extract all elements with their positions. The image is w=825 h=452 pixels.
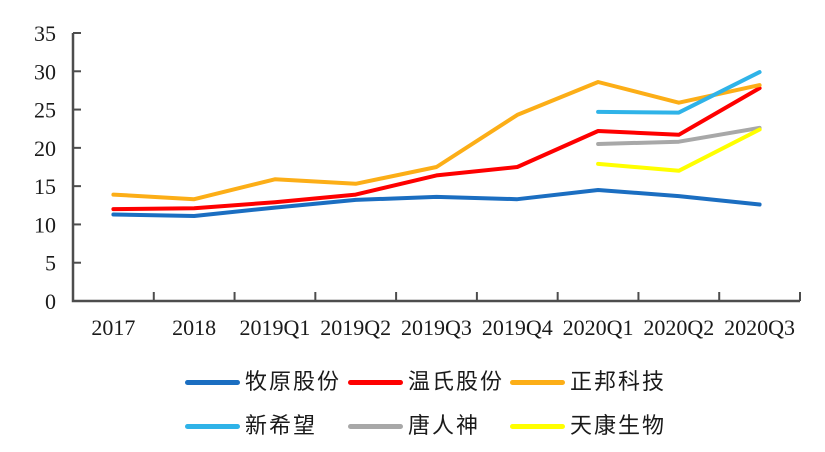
legend-item: 牧原股份: [185, 366, 341, 398]
legend-item: 天康生物: [510, 410, 666, 442]
x-tick-label: 2019Q2: [320, 315, 391, 340]
legend-row-1: 牧原股份 温氏股份 正邦科技: [185, 366, 805, 398]
legend-label: 天康生物: [570, 413, 667, 438]
x-tick-label: 2019Q4: [482, 315, 553, 340]
y-tick-label: 15: [34, 174, 56, 199]
legend-swatch-line: [185, 423, 240, 429]
series-line-3: [596, 70, 762, 115]
y-tick-label: 5: [45, 251, 56, 276]
y-tick-label: 25: [34, 98, 56, 123]
legend-swatch-line: [348, 423, 403, 429]
series-line-5: [596, 127, 762, 173]
series-line-4: [596, 125, 762, 146]
y-tick-label: 35: [34, 21, 56, 46]
series-line-1: [111, 86, 762, 212]
legend-item: 正邦科技: [510, 366, 666, 398]
y-tick-label: 10: [34, 212, 56, 237]
x-tick-label: 2020Q2: [643, 315, 714, 340]
plot-area: 0 5 10 15 20 25 30 35 2017 2018 2019Q1 2019Q2 2019Q3…: [34, 21, 801, 340]
legend-swatch-line: [185, 379, 240, 385]
legend-swatch-line: [510, 379, 565, 385]
y-tick-label: 0: [45, 289, 56, 314]
legend-item: 新希望: [185, 410, 317, 442]
legend-label: 新希望: [245, 413, 318, 438]
x-tick-label: 2020Q3: [724, 315, 795, 340]
x-tick-label: 2019Q3: [401, 315, 472, 340]
series-line-2: [111, 80, 762, 202]
x-tick-label: 2020Q1: [563, 315, 634, 340]
x-tick-label: 2018: [172, 315, 216, 340]
legend-item: 唐人神: [348, 410, 480, 442]
legend-swatch-line: [348, 379, 403, 385]
x-tick-label: 2017: [91, 315, 135, 340]
y-tick-label: 20: [34, 136, 56, 161]
x-tick-label: 2019Q1: [239, 315, 310, 340]
legend-row-2: 新希望 唐人神 天康生物: [185, 410, 805, 442]
legend-label: 牧原股份: [245, 369, 342, 394]
legend-label: 唐人神: [408, 413, 481, 438]
legend-swatch-line: [510, 423, 565, 429]
y-tick-label: 30: [34, 59, 56, 84]
series-line-0: [111, 188, 762, 218]
legend-item: 温氏股份: [348, 366, 504, 398]
legend-label: 温氏股份: [408, 369, 505, 394]
legend-label: 正邦科技: [570, 369, 667, 394]
